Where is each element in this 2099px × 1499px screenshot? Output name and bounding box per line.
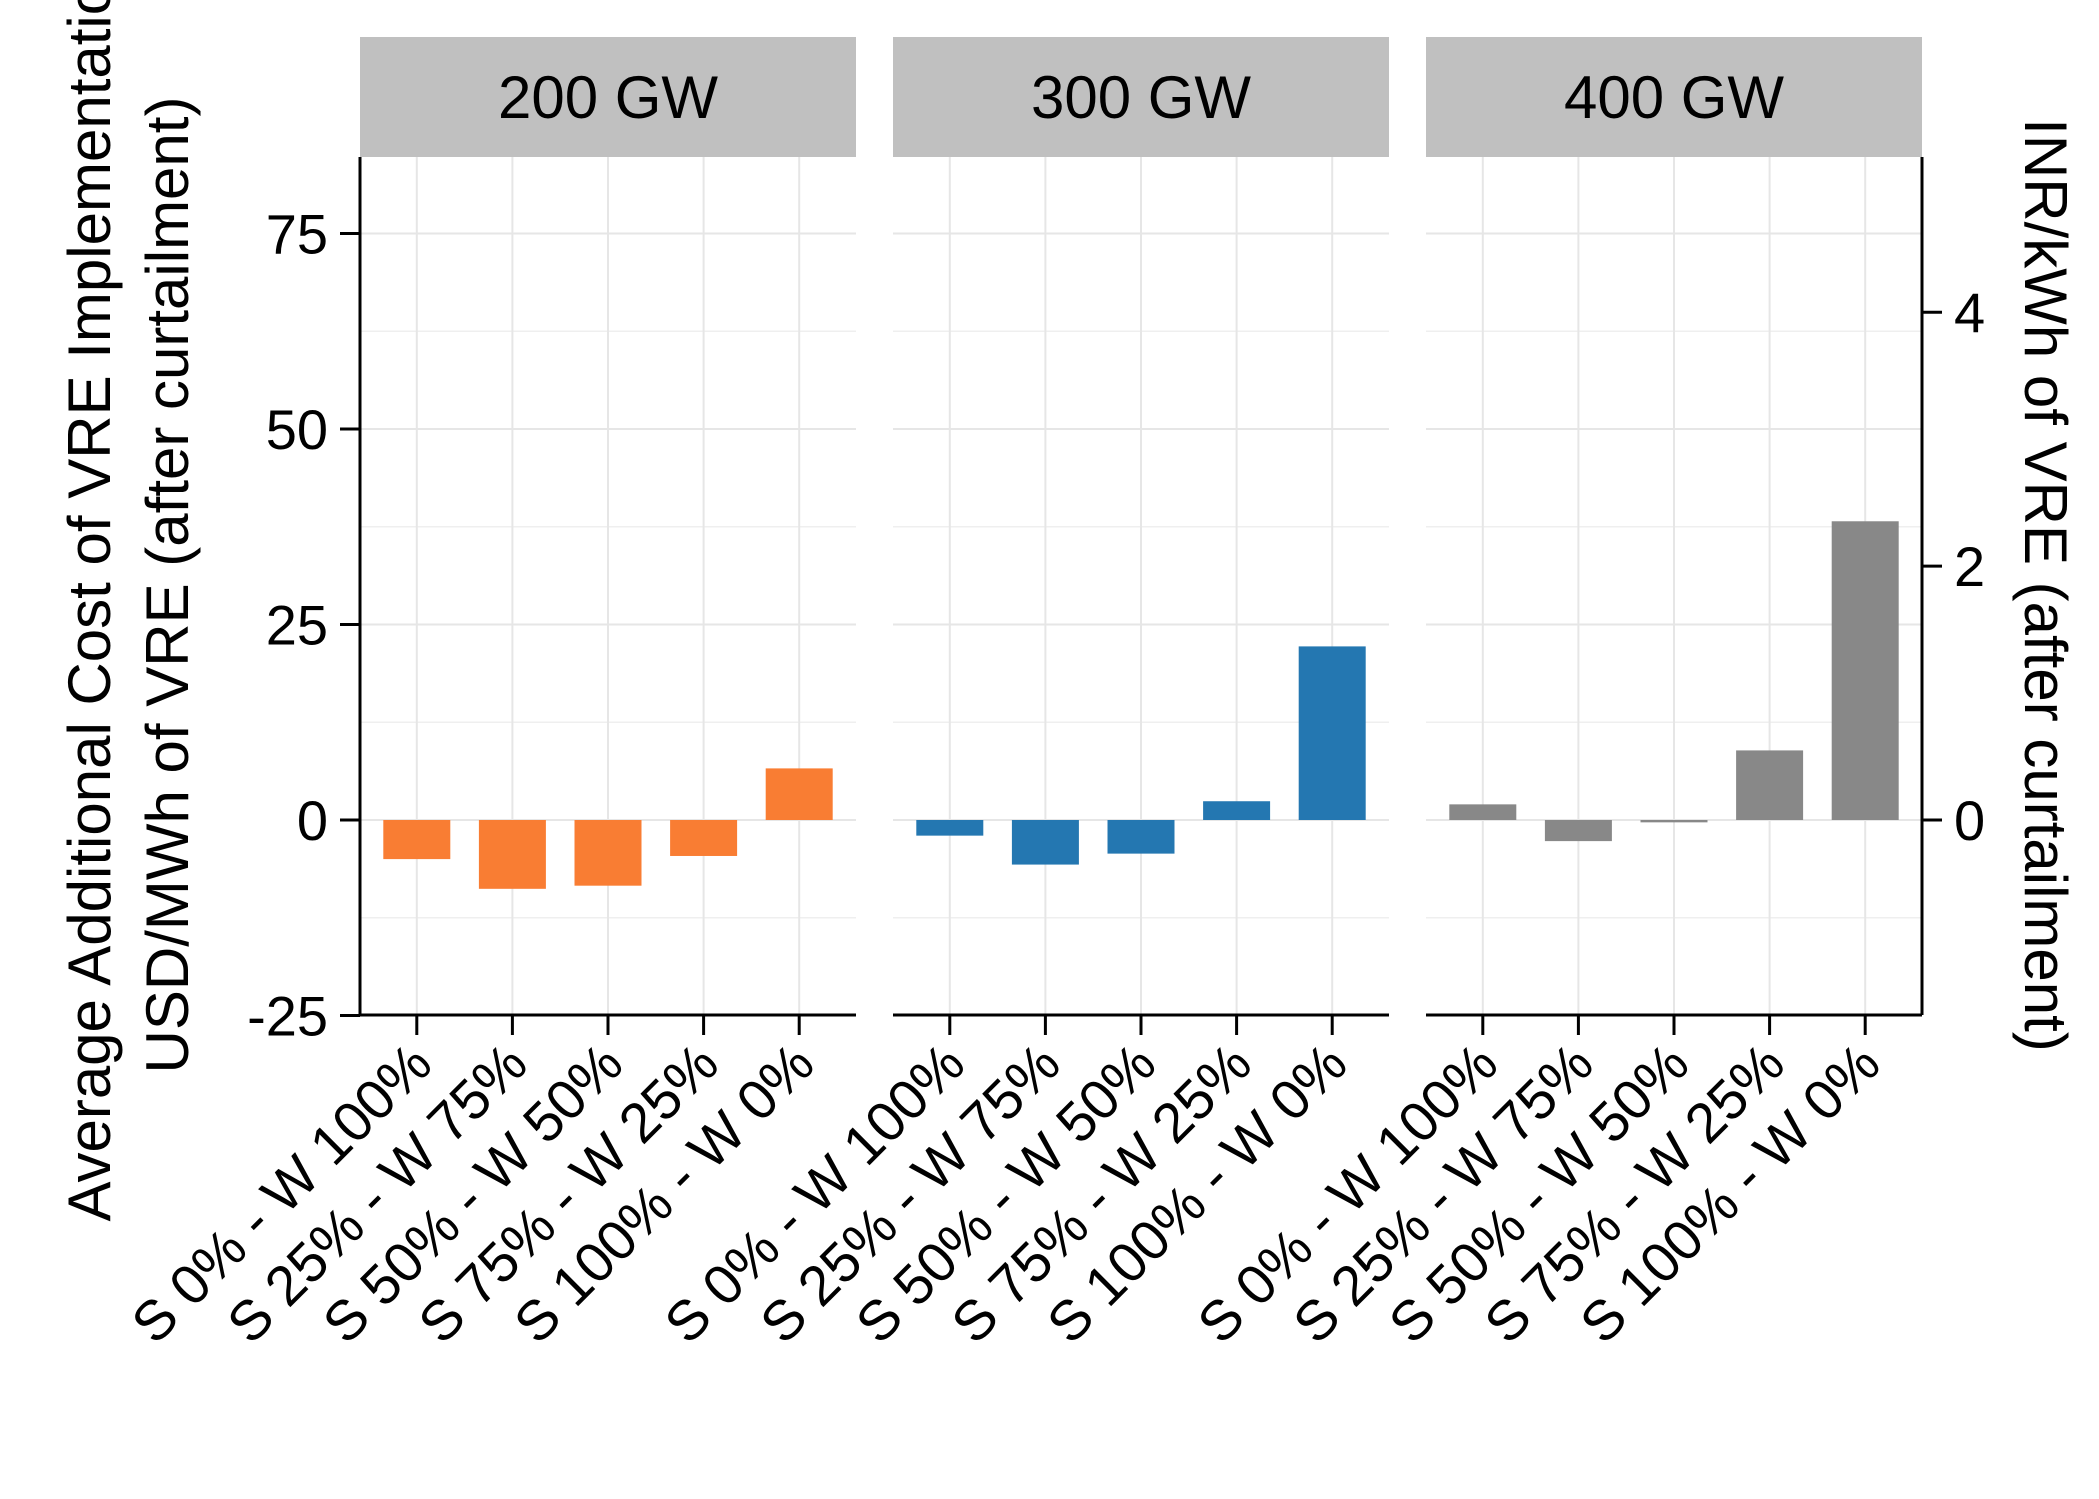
secondary-y-tick-label: 2 xyxy=(1954,535,1985,598)
grid-lines xyxy=(360,157,1922,1015)
bar xyxy=(1544,820,1612,842)
facet-strip-label: 200 GW xyxy=(498,64,718,131)
bar xyxy=(1831,521,1899,820)
bar xyxy=(1736,750,1804,820)
facet-strip-bg xyxy=(893,37,1389,157)
bar xyxy=(478,820,546,889)
bars xyxy=(383,521,1899,889)
y-tick-label: 75 xyxy=(266,203,328,266)
bar xyxy=(1640,820,1708,823)
x-tick-labels: S 0% - W 100%S 25% - W 75%S 50% - W 50%S… xyxy=(119,1031,1891,1355)
y-ticks: -25 0 25 50 75 0 2 4 xyxy=(247,203,1985,1048)
bar xyxy=(383,820,451,860)
bar xyxy=(670,820,738,856)
y-tick-label: 0 xyxy=(297,789,328,852)
y-tick-label: 25 xyxy=(266,594,328,657)
facet-strips: 200 GW 300 GW 400 GW xyxy=(360,37,1922,157)
bar xyxy=(1107,820,1175,854)
bar xyxy=(1449,804,1517,820)
y-axis-title-line1: Average Additional Cost of VRE Implement… xyxy=(56,0,123,1221)
secondary-y-tick-label: 4 xyxy=(1954,281,1985,344)
bar xyxy=(1203,801,1271,820)
bar xyxy=(1011,820,1079,865)
bar xyxy=(765,768,833,820)
facet-strip-label: 300 GW xyxy=(1031,64,1251,131)
y-tick-label: 50 xyxy=(266,398,328,461)
facet-strip-bg xyxy=(1426,37,1922,157)
facet-strip-bg xyxy=(360,37,856,157)
secondary-y-axis-title: INR/kWh of VRE (after curtailment) xyxy=(2012,118,2079,1052)
bar xyxy=(574,820,642,886)
facet-strip-label: 400 GW xyxy=(1564,64,1784,131)
y-tick-label: -25 xyxy=(247,985,328,1048)
secondary-y-tick-label: 0 xyxy=(1954,789,1985,852)
bar xyxy=(1298,646,1366,820)
bar xyxy=(916,820,984,836)
axes xyxy=(358,157,1924,1035)
y-axis-title-line2: USD/MWh of VRE (after curtailment) xyxy=(134,97,201,1074)
